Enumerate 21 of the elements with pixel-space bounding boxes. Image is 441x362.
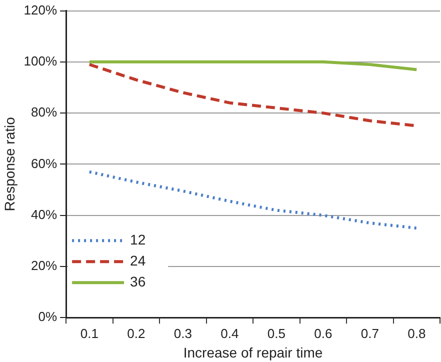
legend-label: 12 (130, 231, 146, 248)
x-tick-label: 0.7 (360, 326, 379, 341)
x-tick-label: 0.8 (408, 326, 426, 341)
x-tick-label: 0.3 (174, 326, 192, 341)
legend-label: 36 (130, 273, 146, 290)
x-tick-label: 0.2 (127, 326, 146, 341)
y-tick-label: 80% (31, 104, 58, 120)
y-tick-label: 60% (31, 156, 58, 171)
x-axis-title: Increase of repair time (183, 344, 323, 360)
y-tick-label: 40% (31, 206, 58, 222)
legend-label: 24 (130, 252, 146, 268)
x-tick-label: 0.5 (267, 326, 286, 341)
x-tick-label: 0.1 (80, 326, 98, 341)
y-tick-label: 20% (31, 258, 58, 274)
line-series (88, 170, 418, 230)
x-tick-label: 0.4 (220, 326, 239, 341)
y-tick-label: 100% (24, 54, 58, 69)
y-axis-title: Response ratio (1, 116, 18, 212)
x-tick-label: 0.6 (314, 326, 332, 341)
y-tick-label: 120% (24, 2, 58, 18)
y-tick-label: 0% (38, 309, 58, 324)
